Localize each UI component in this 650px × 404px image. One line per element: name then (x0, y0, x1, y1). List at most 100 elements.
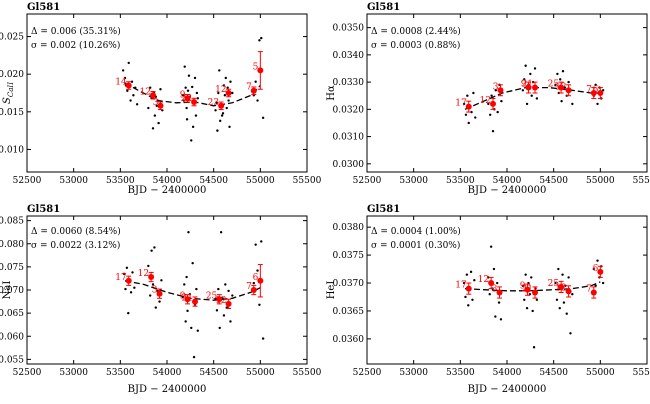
mean-point (488, 280, 495, 287)
plot-frame (26, 215, 308, 365)
data-point (226, 86, 229, 89)
data-point (191, 85, 194, 89)
mean-count-label: 3 (492, 285, 498, 295)
data-point (535, 298, 539, 301)
mean-point (192, 298, 198, 305)
data-point (252, 281, 255, 285)
y-tick-label: 0.0330 (333, 78, 365, 88)
mean-point (225, 90, 232, 96)
mean-point (125, 82, 132, 89)
data-point (191, 125, 195, 129)
mean-point (532, 84, 538, 91)
data-point (215, 101, 218, 104)
data-point (149, 294, 152, 297)
y-tick-label: 0.0340 (333, 51, 365, 61)
data-point (523, 78, 526, 81)
x-axis-label: BJD − 2400000 (128, 185, 207, 196)
x-tick-label: 55500 (293, 176, 322, 186)
mean-count-label: 7 (586, 285, 592, 295)
data-point (462, 102, 466, 106)
data-point (571, 102, 574, 106)
data-point (497, 301, 501, 304)
delta-annotation: Δ = 0.0004 (1.00%) (371, 226, 461, 237)
data-point (195, 287, 198, 291)
y-tick-label: 0.0365 (333, 307, 365, 317)
mean-count-label: 12 (215, 296, 226, 306)
mean-count-label: 12 (138, 269, 149, 279)
data-point (471, 298, 474, 301)
data-point (129, 99, 132, 102)
y-tick-label: 0.0375 (333, 251, 365, 261)
data-point (125, 266, 129, 269)
mean-count-label: 5 (253, 62, 259, 72)
mean-point (148, 274, 155, 281)
mean-point (465, 103, 472, 110)
data-point (596, 102, 599, 106)
x-tick-label: 55000 (586, 176, 615, 186)
data-point (561, 70, 565, 73)
x-tick-label: 53500 (106, 368, 135, 378)
data-point (521, 89, 525, 92)
x-tick-label: 55500 (293, 368, 322, 378)
mean-point (250, 287, 257, 293)
y-tick-label: 0.0300 (333, 160, 365, 170)
data-point (260, 36, 263, 40)
x-tick-label: 52500 (353, 368, 382, 378)
panel-title: Gl581 (27, 2, 60, 13)
y-tick-label: 0.075 (0, 263, 24, 273)
data-point (184, 86, 187, 89)
data-point (464, 113, 468, 116)
panel-title: Gl581 (27, 204, 60, 215)
data-point (224, 76, 227, 80)
data-point (491, 129, 495, 133)
data-point (532, 346, 536, 349)
y-tick-label: 0.015 (0, 108, 24, 118)
data-point (467, 304, 470, 307)
mean-count-label: 25 (548, 279, 560, 289)
x-tick-label: 54500 (199, 176, 228, 186)
x-tick-label: 54500 (539, 368, 568, 378)
data-point (121, 69, 125, 72)
mean-count-label: 9 (180, 291, 186, 301)
data-point (217, 91, 220, 95)
data-point (596, 259, 599, 262)
mean-count-label: 7 (246, 282, 252, 292)
mean-count-label: 12 (140, 87, 151, 97)
mean-count-label: 9 (521, 80, 527, 90)
mean-point (191, 99, 198, 106)
x-tick-label: 53500 (106, 176, 135, 186)
data-point (132, 94, 135, 97)
data-point (525, 102, 529, 106)
mean-point (525, 84, 532, 91)
data-point (191, 261, 194, 265)
x-tick-label: 55000 (246, 368, 275, 378)
data-point (470, 110, 473, 114)
mean-point (257, 67, 264, 74)
data-point (192, 355, 196, 359)
mean-point (597, 268, 604, 275)
x-tick-label: 53500 (446, 176, 475, 186)
data-point (594, 284, 597, 288)
mean-point (465, 285, 472, 292)
data-point (221, 112, 225, 115)
y-axis-label: Hα (326, 85, 337, 101)
mean-count-label: 3 (152, 286, 158, 296)
data-point (218, 69, 221, 72)
mean-count-label: 21 (522, 285, 533, 295)
data-point (557, 267, 560, 271)
data-point (256, 99, 259, 102)
data-point (185, 118, 189, 121)
mean-point (565, 288, 572, 295)
plot-frame (26, 13, 308, 173)
data-point (181, 94, 185, 97)
mean-count-label: 12 (555, 82, 566, 92)
data-point (561, 273, 564, 276)
data-point (185, 106, 188, 110)
data-point (195, 91, 199, 95)
mean-point (565, 87, 572, 94)
data-point (218, 326, 221, 330)
data-point (556, 72, 559, 76)
data-point (564, 284, 567, 288)
data-point (224, 283, 227, 286)
mean-point (490, 100, 496, 107)
